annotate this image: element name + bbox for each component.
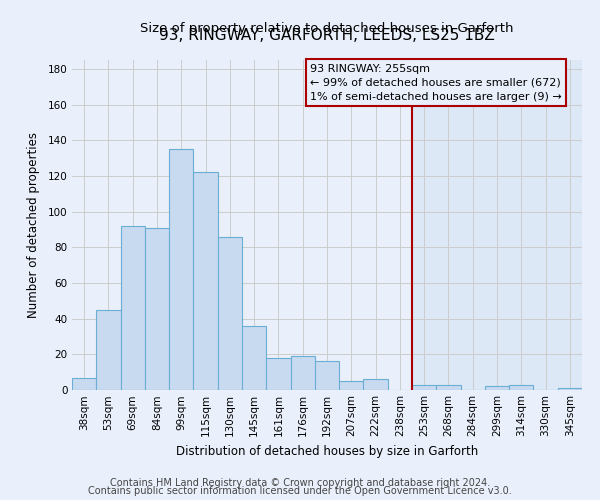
Bar: [485, 386, 509, 390]
Bar: [193, 172, 218, 390]
Bar: [364, 380, 388, 390]
Bar: [72, 378, 96, 390]
Bar: [96, 310, 121, 390]
Text: 93 RINGWAY: 255sqm
← 99% of detached houses are smaller (672)
1% of semi-detache: 93 RINGWAY: 255sqm ← 99% of detached hou…: [310, 64, 562, 102]
Text: Contains public sector information licensed under the Open Government Licence v3: Contains public sector information licen…: [88, 486, 512, 496]
Bar: [509, 384, 533, 390]
Y-axis label: Number of detached properties: Number of detached properties: [27, 132, 40, 318]
Bar: [412, 60, 582, 390]
Bar: [169, 149, 193, 390]
Bar: [266, 358, 290, 390]
Bar: [339, 381, 364, 390]
Bar: [412, 384, 436, 390]
Bar: [218, 236, 242, 390]
Bar: [290, 356, 315, 390]
Bar: [145, 228, 169, 390]
Bar: [436, 384, 461, 390]
Title: Size of property relative to detached houses in Garforth: Size of property relative to detached ho…: [140, 22, 514, 35]
Text: Contains HM Land Registry data © Crown copyright and database right 2024.: Contains HM Land Registry data © Crown c…: [110, 478, 490, 488]
Bar: [558, 388, 582, 390]
Bar: [242, 326, 266, 390]
Bar: [315, 362, 339, 390]
Bar: [121, 226, 145, 390]
Text: 93, RINGWAY, GARFORTH, LEEDS, LS25 1BZ: 93, RINGWAY, GARFORTH, LEEDS, LS25 1BZ: [159, 28, 495, 42]
X-axis label: Distribution of detached houses by size in Garforth: Distribution of detached houses by size …: [176, 444, 478, 458]
